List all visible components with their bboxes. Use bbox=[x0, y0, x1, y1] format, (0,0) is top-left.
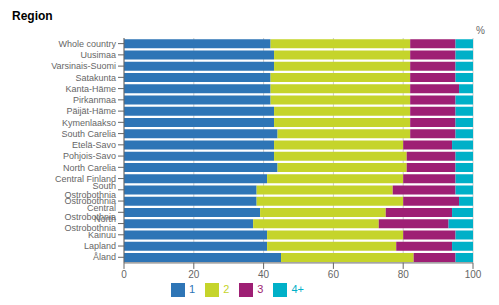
svg-text:Varsinais-Suomi: Varsinais-Suomi bbox=[51, 61, 116, 71]
svg-text:Kymenlaakso: Kymenlaakso bbox=[62, 118, 116, 128]
svg-text:60: 60 bbox=[328, 269, 340, 280]
svg-text:40: 40 bbox=[258, 269, 270, 280]
svg-text:Satakunta: Satakunta bbox=[75, 73, 116, 83]
svg-text:Pohjois-Savo: Pohjois-Savo bbox=[63, 151, 116, 161]
svg-text:Whole country: Whole country bbox=[58, 39, 116, 49]
svg-text:Kanta-Häme: Kanta-Häme bbox=[65, 84, 116, 94]
svg-text:Etelä-Savo: Etelä-Savo bbox=[72, 140, 116, 150]
svg-text:0: 0 bbox=[121, 269, 127, 280]
svg-text:Lapland: Lapland bbox=[84, 241, 116, 251]
svg-text:20: 20 bbox=[188, 269, 200, 280]
svg-text:100: 100 bbox=[465, 269, 482, 280]
svg-text:Kainuu: Kainuu bbox=[88, 230, 116, 240]
svg-text:North Carelia: North Carelia bbox=[63, 163, 116, 173]
svg-text:Pirkanmaa: Pirkanmaa bbox=[73, 95, 116, 105]
svg-text:South Carelia: South Carelia bbox=[61, 129, 116, 139]
svg-text:Päijät-Häme: Päijät-Häme bbox=[66, 106, 116, 116]
svg-text:80: 80 bbox=[398, 269, 410, 280]
svg-text:Åland: Åland bbox=[93, 252, 116, 262]
svg-text:Uusimaa: Uusimaa bbox=[80, 50, 116, 60]
